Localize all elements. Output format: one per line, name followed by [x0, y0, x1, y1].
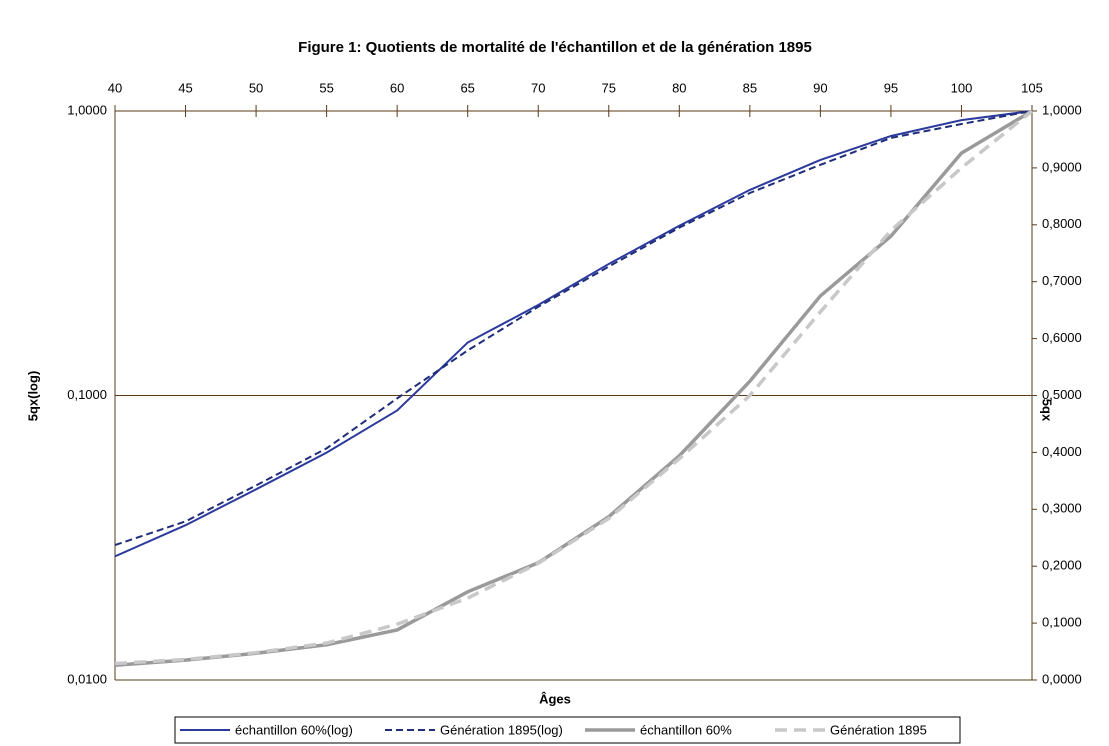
- x-tick-label: 50: [249, 80, 263, 95]
- series-line: [114, 109, 1034, 666]
- legend-label: Génération 1895: [830, 722, 927, 737]
- y2-tick-label: 0,3000: [1042, 501, 1082, 516]
- y2-tick-label: 0,8000: [1042, 216, 1082, 231]
- y2-tick-label: 0,5000: [1042, 387, 1082, 402]
- x-tick-label: 60: [390, 80, 404, 95]
- y2-tick-label: 0,0000: [1042, 671, 1082, 686]
- series-line: [114, 110, 1033, 547]
- y-axis-label: 5qx(log): [25, 371, 40, 422]
- y2-tick-label: 0,2000: [1042, 558, 1082, 573]
- series-line: [114, 109, 1033, 667]
- legend-box: [174, 716, 961, 744]
- y-tick-label: 0,0100: [67, 671, 107, 686]
- legend-label: Génération 1895(log): [440, 722, 563, 737]
- x-tick-label: 45: [178, 80, 192, 95]
- y2-tick-label: 0,1000: [1042, 615, 1082, 630]
- chart-title: Figure 1: Quotients de mortalité de l'éc…: [298, 39, 812, 56]
- x-tick-label: 40: [108, 80, 122, 95]
- x-tick-label: 85: [743, 80, 757, 95]
- x-tick-label: 75: [602, 80, 616, 95]
- x-tick-label: 80: [672, 80, 686, 95]
- x-tick-label: 100: [951, 80, 973, 95]
- x-tick-label: 65: [460, 80, 474, 95]
- y2-tick-label: 0,4000: [1042, 444, 1082, 459]
- x-tick-label: 70: [531, 80, 545, 95]
- series-line: [114, 110, 1033, 558]
- y2-axis-label: 5qx: [1040, 399, 1055, 422]
- y-tick-label: 0,1000: [67, 387, 107, 402]
- y2-tick-label: 0,9000: [1042, 159, 1082, 174]
- x-tick-label: 55: [319, 80, 333, 95]
- x-tick-label: 105: [1021, 80, 1043, 95]
- x-axis-label: Âges: [539, 691, 571, 706]
- y-tick-label: 1,0000: [67, 102, 107, 117]
- legend-label: échantillon 60%(log): [235, 722, 353, 737]
- x-tick-label: 95: [884, 80, 898, 95]
- legend-label: échantillon 60%: [640, 722, 732, 737]
- y2-tick-label: 0,7000: [1042, 273, 1082, 288]
- y2-tick-label: 1,0000: [1042, 102, 1082, 117]
- y2-tick-label: 0,6000: [1042, 330, 1082, 345]
- x-tick-label: 90: [813, 80, 827, 95]
